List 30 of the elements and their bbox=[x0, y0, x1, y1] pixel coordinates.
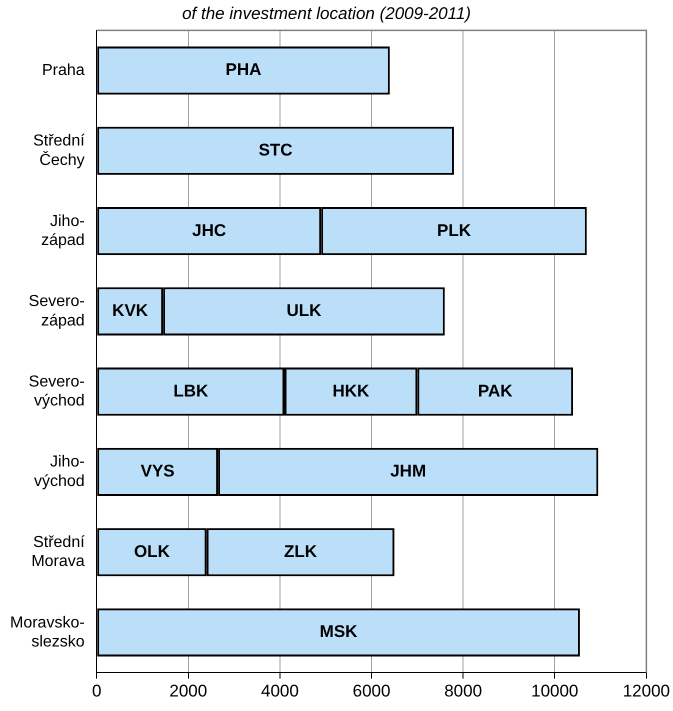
y-tick-label: Jiho- západ bbox=[41, 212, 85, 250]
y-tick-label: Střední Čechy bbox=[33, 132, 86, 169]
x-tick-label: 12000 bbox=[622, 681, 670, 700]
y-tick-label: Moravsko- slezsko bbox=[10, 614, 85, 650]
data-label: PLK bbox=[436, 220, 472, 240]
y-tick-label: Jiho- východ bbox=[34, 454, 85, 490]
x-tick-label: 4000 bbox=[260, 681, 299, 700]
y-tick-label: Severo- východ bbox=[28, 373, 85, 410]
x-tick-label: 2000 bbox=[169, 681, 208, 700]
data-label: PHA bbox=[226, 60, 262, 80]
data-label: LBK bbox=[173, 381, 210, 400]
chart-title: of the investment location (2009-2011) bbox=[182, 4, 471, 23]
x-tick-label: 10000 bbox=[531, 681, 578, 700]
data-label: MSK bbox=[320, 622, 358, 642]
data-label: KVK bbox=[112, 301, 149, 320]
data-label: VYS bbox=[140, 462, 175, 481]
x-tick-label: 0 bbox=[92, 681, 102, 700]
data-label: JHC bbox=[192, 220, 226, 240]
data-label: ULK bbox=[286, 301, 322, 320]
data-label: ZLK bbox=[284, 542, 318, 561]
y-tick-label: Severo- západ bbox=[28, 293, 85, 330]
x-tick-label: 6000 bbox=[352, 681, 390, 700]
x-tick-label: 8000 bbox=[444, 681, 482, 700]
data-label: HKK bbox=[332, 381, 370, 400]
data-label: PAK bbox=[478, 381, 514, 400]
data-label: JHM bbox=[390, 462, 426, 481]
data-label: STC bbox=[258, 140, 293, 160]
y-tick-label: Praha bbox=[42, 62, 85, 79]
data-label: OLK bbox=[134, 542, 171, 561]
y-tick-label: Střední Morava bbox=[31, 534, 86, 570]
